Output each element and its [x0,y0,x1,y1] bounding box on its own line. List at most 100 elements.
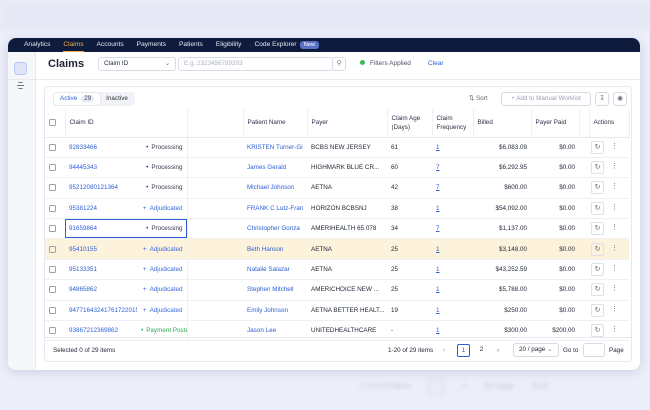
search-button[interactable]: ⚲ [332,57,346,71]
claim-id[interactable]: 95212080121364 [65,177,137,199]
claim-id[interactable]: 92833466 [65,137,137,158]
claim-frequency[interactable]: 1 [432,320,474,342]
empty-cell [186,198,244,220]
download-button[interactable]: ↧ [595,92,609,106]
page-label: Page [609,347,624,354]
nav-tab[interactable]: Analytics [24,38,50,52]
sort-button[interactable]: ⇅ Sort [469,95,488,102]
patient-name[interactable]: FRANK C Lutz-Fran [243,198,308,220]
more-button[interactable]: ⋮ [611,203,619,211]
nav-tab[interactable]: Claims [63,38,84,52]
background-goto: Go to [531,382,549,390]
claim-id[interactable]: 91659864 [65,218,137,240]
status-tab[interactable]: Active 29 [54,93,101,105]
select-cell [45,157,65,179]
refresh-button[interactable]: ↻ [591,140,605,154]
claim-frequency[interactable]: 1 [432,238,474,260]
claim-frequency[interactable]: 1 [432,300,474,322]
checkbox[interactable] [49,164,56,171]
refresh-button[interactable]: ↻ [591,222,605,236]
sidebar-icon[interactable] [14,62,27,75]
refresh-button[interactable]: ↻ [591,324,605,338]
patient-name[interactable]: Emily Johnson [243,300,308,322]
more-button[interactable]: ⋮ [611,285,619,293]
nav-tab[interactable]: Patients [179,38,203,52]
background-range: 1-20 of 29 items [360,382,411,390]
refresh-button[interactable]: ↻ [591,181,605,195]
checkbox[interactable] [49,286,56,294]
claim-frequency[interactable]: 7 [432,218,474,240]
claim-frequency[interactable]: 1 [432,137,474,158]
checkbox[interactable] [49,143,56,151]
patient-name[interactable]: Natalie Salazar [243,259,308,281]
payer-paid: $0.00 [531,198,580,220]
claim-frequency[interactable]: 1 [432,259,474,281]
claim-id[interactable]: 94865862 [65,279,137,301]
add-worklist-button[interactable]: + Add to Manual Worklist [501,92,591,106]
nav-tab-label: Accounts [96,41,124,48]
billed: $600.00 [473,177,532,199]
claim-frequency[interactable]: 1 [432,198,474,220]
claim-id[interactable]: 93867212369862 [65,320,137,342]
filter-dropdown[interactable]: Claim ID ⌄ [98,57,176,71]
patient-name[interactable]: Michael Johnson [243,177,308,199]
claim-age: 34 [387,218,433,240]
checkbox[interactable] [49,327,56,335]
more-button[interactable]: ⋮ [611,244,619,252]
select-cell [45,218,65,240]
claim-id[interactable]: 95381224 [65,198,137,220]
clear-link[interactable]: Clear [428,60,444,67]
refresh-button[interactable]: ↻ [591,283,605,297]
checkbox[interactable] [49,204,56,212]
claim-status: Adjudicated [137,259,188,281]
goto-input[interactable] [583,343,605,357]
search-input[interactable]: E.g. 2323456789203 [178,57,333,71]
more-button[interactable]: ⋮ [611,183,619,191]
column-header: Actions [589,109,630,138]
page-size-select[interactable]: 20 / page ⌄ [513,343,559,357]
page-button[interactable]: 1 [457,344,470,357]
checkbox[interactable] [49,245,56,253]
more-button[interactable]: ⋮ [611,142,619,150]
claim-id[interactable]: 95133351 [65,259,137,281]
patient-name[interactable]: Jason Lee [243,320,308,342]
claim-id[interactable]: 94445343 [65,157,137,179]
checkbox[interactable] [49,306,56,314]
checkbox[interactable] [49,225,56,233]
checkbox[interactable] [49,184,56,192]
more-button[interactable]: ⋮ [611,305,619,313]
patient-name[interactable]: Christopher Gonza [243,218,308,240]
payer-paid: $0.00 [531,300,580,322]
next-page[interactable]: › [497,347,500,354]
patient-name[interactable]: KRISTEN Turner-Gi [243,137,308,158]
claim-frequency[interactable]: 7 [432,177,474,199]
nav-tab[interactable]: Code Explorer New [254,38,320,52]
status-tab[interactable]: Inactive [100,93,134,105]
more-button[interactable]: ⋮ [611,265,619,273]
more-button[interactable]: ⋮ [611,224,619,232]
checkbox[interactable] [49,119,56,127]
nav-tab[interactable]: Eligibility [216,38,242,52]
refresh-button[interactable]: ↻ [591,263,605,277]
claim-id[interactable]: 94771643241761722015 [65,300,137,322]
checkbox[interactable] [49,265,56,273]
claim-id[interactable]: 95410155 [65,238,137,260]
claim-age: 60 [387,157,433,179]
more-button[interactable]: ⋮ [611,326,619,334]
nav-tab[interactable]: Accounts [97,38,124,52]
more-button[interactable]: ⋮ [611,163,619,171]
sidebar-icon[interactable] [17,82,24,89]
refresh-button[interactable]: ↻ [591,303,605,317]
refresh-button[interactable]: ↻ [591,161,605,175]
claim-frequency[interactable]: 7 [432,157,474,179]
refresh-button[interactable]: ↻ [591,201,605,215]
nav-tab[interactable]: Payments [137,38,166,52]
patient-name[interactable]: Stephen Mitchell [243,279,308,301]
patient-name[interactable]: James Gerald [243,157,308,179]
view-button[interactable]: ◉ [613,92,627,106]
patient-name[interactable]: Beth Hanson [243,238,308,260]
claim-frequency[interactable]: 1 [432,279,474,301]
prev-page[interactable]: ‹ [443,347,446,354]
refresh-button[interactable]: ↻ [591,242,605,256]
page-button[interactable]: 2 [479,346,484,353]
